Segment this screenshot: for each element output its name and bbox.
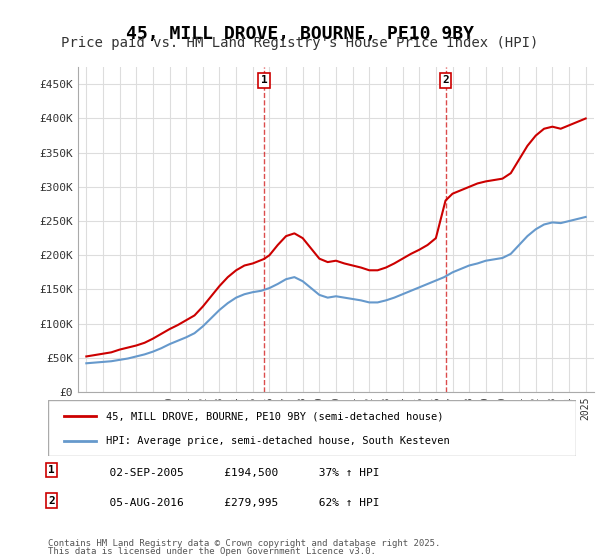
Text: Contains HM Land Registry data © Crown copyright and database right 2025.: Contains HM Land Registry data © Crown c… — [48, 539, 440, 548]
Text: 45, MILL DROVE, BOURNE, PE10 9BY: 45, MILL DROVE, BOURNE, PE10 9BY — [126, 25, 474, 43]
Text: 2: 2 — [442, 75, 449, 85]
FancyBboxPatch shape — [48, 400, 576, 456]
Text: Price paid vs. HM Land Registry's House Price Index (HPI): Price paid vs. HM Land Registry's House … — [61, 36, 539, 50]
Text: HPI: Average price, semi-detached house, South Kesteven: HPI: Average price, semi-detached house,… — [106, 436, 450, 446]
Text: 1: 1 — [260, 75, 268, 85]
Text: 45, MILL DROVE, BOURNE, PE10 9BY (semi-detached house): 45, MILL DROVE, BOURNE, PE10 9BY (semi-d… — [106, 411, 443, 421]
Text: 05-AUG-2016      £279,995      62% ↑ HPI: 05-AUG-2016 £279,995 62% ↑ HPI — [96, 498, 380, 508]
Text: 1: 1 — [48, 465, 55, 475]
Text: 2: 2 — [48, 496, 55, 506]
Text: 02-SEP-2005      £194,500      37% ↑ HPI: 02-SEP-2005 £194,500 37% ↑ HPI — [96, 468, 380, 478]
Text: This data is licensed under the Open Government Licence v3.0.: This data is licensed under the Open Gov… — [48, 547, 376, 556]
